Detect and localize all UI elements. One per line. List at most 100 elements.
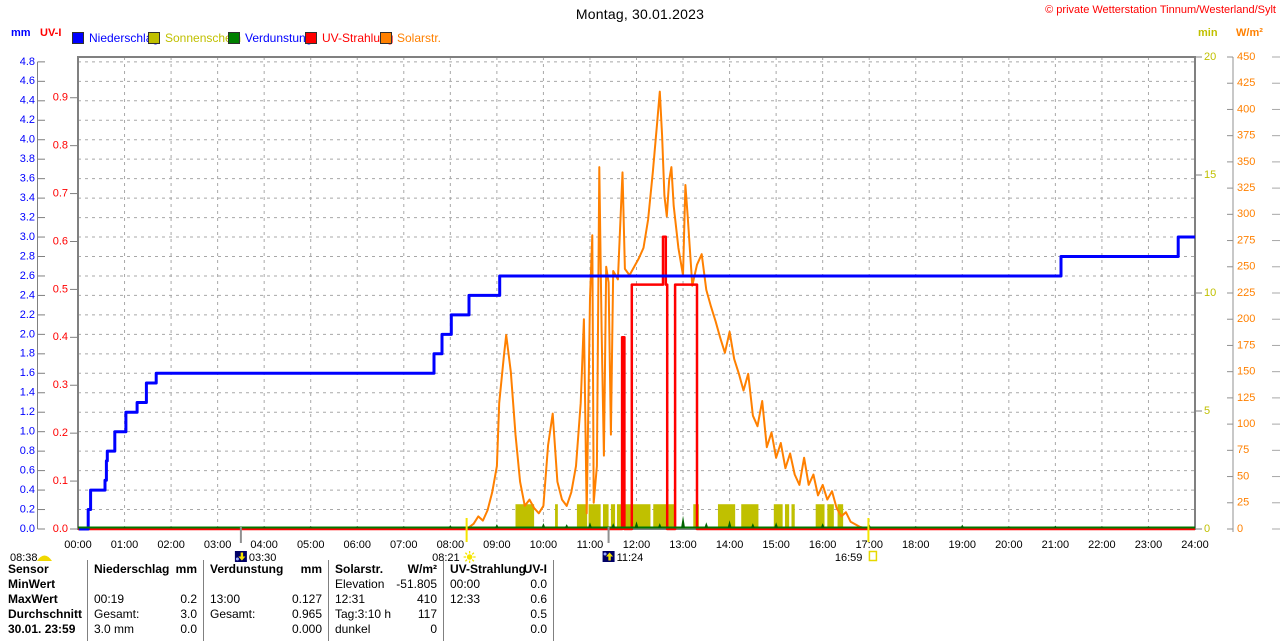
table-cell-value: 117 xyxy=(417,607,437,621)
svg-text:150: 150 xyxy=(1237,366,1255,378)
table-cell-value: 3.0 xyxy=(180,607,197,621)
legend-swatch-uv-strahlung-icon xyxy=(305,32,317,44)
table-col-unit: W/m² xyxy=(407,562,437,576)
svg-text:04:00: 04:00 xyxy=(250,539,278,551)
table-cell-label: 12:33 xyxy=(450,592,481,606)
table-col-unit: UV-I xyxy=(523,562,547,576)
svg-text:20: 20 xyxy=(1204,51,1216,63)
svg-text:0.0: 0.0 xyxy=(20,523,35,535)
svg-text:3.2: 3.2 xyxy=(20,211,35,223)
svg-text:16:00: 16:00 xyxy=(809,539,837,551)
table-cell-value: 0 xyxy=(430,622,437,636)
svg-text:24:00: 24:00 xyxy=(1181,539,1209,551)
svg-text:350: 350 xyxy=(1237,156,1255,168)
legend-swatch-verdunstung-icon xyxy=(228,32,240,44)
x-axis-labels: 00:00 01:00 02:00 03:00 04:00 05:00 06:00 07:00… xyxy=(64,539,1209,551)
table-cell-value: 0.127 xyxy=(291,592,322,606)
table-cell-label: Tag:3:10 h xyxy=(335,607,392,621)
svg-text:0.8: 0.8 xyxy=(20,445,35,457)
sunset-icon xyxy=(868,550,878,562)
chart-legend: Niederschlag Sonnenschein Verdunstung UV-St… xyxy=(0,30,620,45)
weather-plot: 0.0 0.2 0.4 0.6 0.8 1.0 1.2 1.4 1.6 1.8 2.0 2.2 2.4 2… xyxy=(10,51,1280,564)
sunrise-time-label: 08:21 xyxy=(432,552,460,564)
svg-text:00:00: 00:00 xyxy=(64,539,92,551)
svg-text:0.2: 0.2 xyxy=(20,503,35,515)
twilight-time-label: 08:38 xyxy=(10,552,38,564)
svg-text:25: 25 xyxy=(1237,497,1249,509)
svg-text:3.8: 3.8 xyxy=(20,153,35,165)
table-cell-label: dunkel xyxy=(335,622,371,636)
table-divider xyxy=(443,560,444,641)
svg-text:0: 0 xyxy=(1204,523,1210,535)
svg-text:18:00: 18:00 xyxy=(902,539,930,551)
legend-label-sonnenschein: Sonnenschein xyxy=(165,31,242,45)
legend-item-verdunstung: Verdunstung xyxy=(228,30,312,45)
legend-swatch-solarstr-icon xyxy=(380,32,392,44)
svg-text:21:00: 21:00 xyxy=(1042,539,1070,551)
svg-text:4.4: 4.4 xyxy=(20,95,35,107)
svg-text:75: 75 xyxy=(1237,444,1249,456)
svg-text:425: 425 xyxy=(1237,77,1255,89)
svg-text:4.8: 4.8 xyxy=(20,56,35,68)
svg-text:3.4: 3.4 xyxy=(20,192,35,204)
legend-swatch-niederschlag-icon xyxy=(72,32,84,44)
legend-item-sonnenschein: Sonnenschein xyxy=(148,30,242,45)
table-col-name: Niederschlag xyxy=(94,562,170,576)
table-col-name: Solarstr. xyxy=(335,562,384,576)
svg-text:11:00: 11:00 xyxy=(577,539,604,551)
table-cell-value: 0.000 xyxy=(291,622,322,636)
svg-text:23:00: 23:00 xyxy=(1135,539,1163,551)
table-cell-value: 410 xyxy=(416,592,437,606)
table-cell-label: 00:00 xyxy=(450,577,481,591)
svg-text:250: 250 xyxy=(1237,261,1255,273)
table-cell-value: 0.6 xyxy=(530,592,547,606)
table-divider xyxy=(553,560,554,641)
svg-text:0.4: 0.4 xyxy=(20,484,35,496)
table-divider xyxy=(87,560,88,641)
svg-text:225: 225 xyxy=(1237,287,1255,299)
table-row-label: MinWert xyxy=(8,577,56,591)
svg-text:200: 200 xyxy=(1237,313,1255,325)
axis-min: 0 5 10 15 20 xyxy=(1195,51,1216,535)
legend-label-niederschlag: Niederschlag xyxy=(89,31,160,45)
table-row-label: MaxWert xyxy=(8,592,58,606)
svg-text:0.7: 0.7 xyxy=(53,187,68,199)
legend-item-niederschlag: Niederschlag xyxy=(72,30,160,45)
svg-text:0: 0 xyxy=(1237,523,1243,535)
svg-text:2.2: 2.2 xyxy=(20,309,35,321)
svg-text:17:00: 17:00 xyxy=(855,539,883,551)
table-row-label: 30.01. 23:59 xyxy=(8,622,76,636)
svg-text:10: 10 xyxy=(1204,287,1216,299)
svg-text:0.2: 0.2 xyxy=(53,427,68,439)
svg-text:400: 400 xyxy=(1237,103,1255,115)
svg-text:2.4: 2.4 xyxy=(20,289,35,301)
legend-item-uv-strahlung: UV-Strahlung xyxy=(305,30,393,45)
svg-text:0.6: 0.6 xyxy=(20,465,35,477)
svg-text:20:00: 20:00 xyxy=(995,539,1023,551)
table-corner-label: Sensor xyxy=(8,562,49,576)
svg-text:125: 125 xyxy=(1237,392,1255,404)
table-divider xyxy=(328,560,329,641)
svg-text:4.6: 4.6 xyxy=(20,75,35,87)
svg-text:10:00: 10:00 xyxy=(530,539,558,551)
svg-text:06:00: 06:00 xyxy=(343,539,371,551)
axis-wm2: 0 25 50 75 100 125 150 175 200 225 250 275 300 325 350… xyxy=(1227,51,1280,535)
table-divider xyxy=(203,560,204,641)
svg-text:14:00: 14:00 xyxy=(716,539,744,551)
svg-text:4.2: 4.2 xyxy=(20,114,35,126)
table-col-unit: mm xyxy=(300,562,322,576)
svg-text:325: 325 xyxy=(1237,182,1255,194)
svg-text:1.0: 1.0 xyxy=(20,426,35,438)
series-sonnenschein xyxy=(515,504,844,528)
svg-text:02:00: 02:00 xyxy=(157,539,185,551)
svg-text:01:00: 01:00 xyxy=(111,539,139,551)
table-cell-value: 0.0 xyxy=(530,622,547,636)
table-cell-label: 3.0 mm xyxy=(94,622,135,636)
table-cell-value: 0.2 xyxy=(180,592,197,606)
svg-text:275: 275 xyxy=(1237,234,1255,246)
series-solarstr xyxy=(466,90,870,530)
svg-text:2.6: 2.6 xyxy=(20,270,35,282)
svg-text:0.3: 0.3 xyxy=(53,379,68,391)
svg-text:1.6: 1.6 xyxy=(20,367,35,379)
